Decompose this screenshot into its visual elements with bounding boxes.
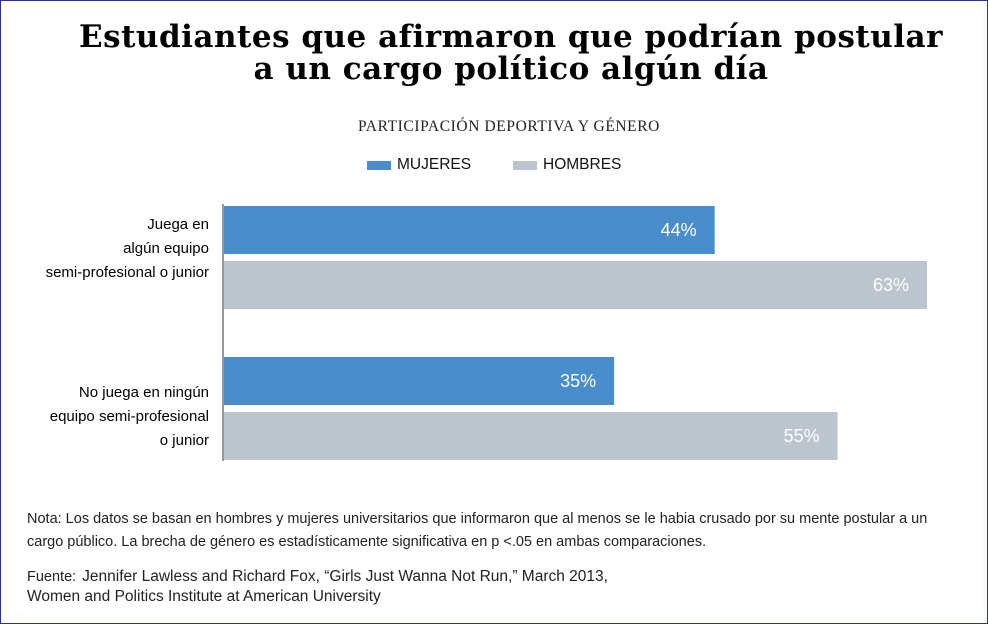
legend-swatch-mujeres xyxy=(367,160,391,170)
data-label-hombres-1: 55% xyxy=(784,426,820,446)
data-label-mujeres-0: 44% xyxy=(661,220,697,240)
legend-item-mujeres: MUJERES xyxy=(367,156,471,174)
legend-label-mujeres: MUJERES xyxy=(397,156,472,173)
title-line-2: a un cargo político algún día xyxy=(253,51,769,87)
category-label-juega: Juega en algún equipo semi-profesional o… xyxy=(45,216,209,281)
bar-hombres-1 xyxy=(224,412,838,460)
footnote: Nota: Los datos se basan en hombres y mu… xyxy=(27,511,928,550)
source-prefix: Fuente: xyxy=(27,569,77,585)
legend-label-hombres: HOMBRES xyxy=(543,156,622,173)
source: Fuente: Jennifer Lawless and Richard Fox,… xyxy=(27,567,957,607)
data-label-hombres-0: 63% xyxy=(873,275,909,295)
bar-hombres-0 xyxy=(224,261,927,309)
legend-item-hombres: HOMBRES xyxy=(513,156,621,174)
chart-subtitle: PARTICIPACIÓN DEPORTIVA Y GÉNERO xyxy=(358,118,660,135)
legend-swatch-hombres xyxy=(513,160,537,170)
bar-mujeres-1 xyxy=(224,357,615,405)
bar-mujeres-0 xyxy=(224,206,715,254)
category-label-no-juega: No juega en ningún equipo semi-profesion… xyxy=(49,384,209,449)
title-line-1: Estudiantes que afirmaron que podrían po… xyxy=(79,19,943,55)
source-line-2: Women and Politics Institute at American… xyxy=(27,588,381,605)
data-label-mujeres-1: 35% xyxy=(560,371,596,391)
source-line-1: Jennifer Lawless and Richard Fox, “Girls… xyxy=(82,568,608,585)
chart-title: Estudiantes que afirmaron que podrían po… xyxy=(61,21,961,85)
